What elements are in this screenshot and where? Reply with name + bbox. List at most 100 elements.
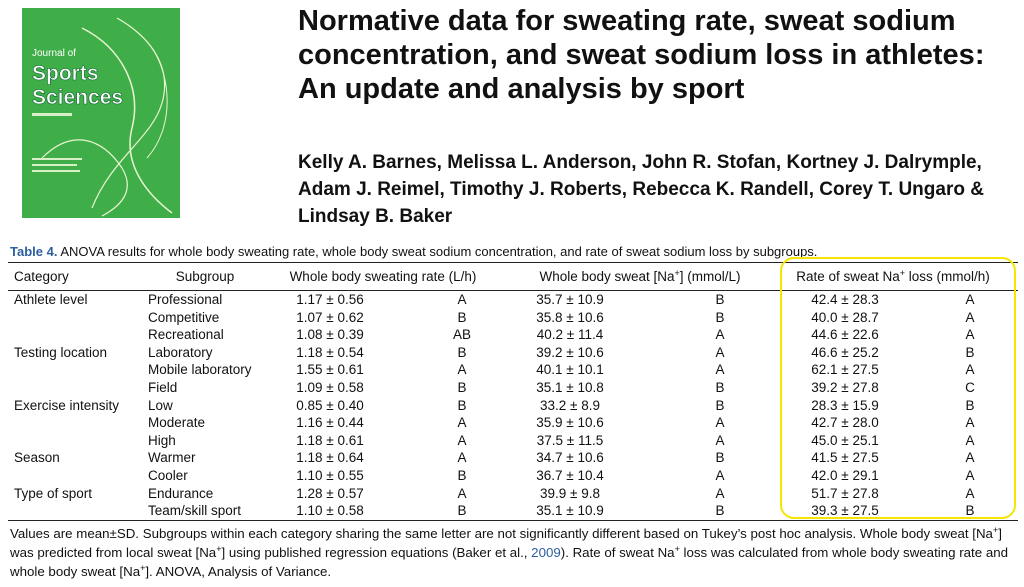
sweat-rate: 1.18 ± 0.64 (296, 450, 364, 466)
letter: A (715, 485, 725, 501)
sodium-conc: 40.1 ± 10.1 (536, 362, 604, 378)
sodium-conc: 35.8 ± 10.6 (536, 309, 604, 325)
sodium-loss: 46.6 ± 25.2 (811, 344, 879, 360)
sodium-conc: 33.2 ± 8.9 (540, 397, 600, 413)
subgroup: Professional (148, 292, 223, 307)
rule (8, 290, 1018, 291)
letter: A (965, 327, 975, 343)
subgroup: High (148, 432, 176, 448)
letter: A (965, 309, 975, 325)
sodium-loss: 62.1 ± 27.5 (811, 362, 879, 378)
subgroup: Cooler (148, 468, 188, 483)
sodium-loss: 51.7 ± 27.8 (811, 485, 879, 501)
caption-text: ANOVA results for whole body sweating ra… (60, 244, 818, 259)
header-text: Rate of sweat Na (796, 269, 900, 284)
sodium-loss: 39.2 ± 27.8 (811, 380, 879, 395)
header-text: loss (mmol/h) (905, 269, 990, 284)
table-label: Table 4. (10, 244, 58, 259)
letter: A (715, 344, 725, 360)
note-text: loss was calculated from whole body swea… (10, 545, 1009, 579)
rule (8, 262, 1018, 263)
subgroup: Endurance (148, 485, 214, 501)
table-caption: Table 4. ANOVA results for whole body sw… (10, 243, 817, 260)
note-text: ). Rate of sweat Na (560, 545, 675, 560)
column-header: Subgroup (176, 268, 235, 285)
superscript: + (674, 544, 680, 554)
title-line: concentration, and sweat sodium loss in … (298, 39, 985, 71)
subgroup: Laboratory (148, 344, 213, 360)
letter: B (965, 503, 975, 519)
rule (8, 520, 1018, 521)
sweat-rate: 1.08 ± 0.39 (296, 327, 364, 343)
title-line: An update and analysis by sport (298, 73, 745, 105)
sodium-loss: 39.3 ± 27.5 (811, 503, 879, 519)
category: Exercise intensity (14, 397, 120, 413)
letter: A (965, 485, 975, 501)
letter: B (715, 503, 725, 519)
letter: A (457, 415, 467, 431)
sweat-rate: 1.09 ± 0.58 (296, 380, 364, 395)
subgroup: Team/skill sport (148, 503, 242, 519)
sodium-loss: 42.7 ± 28.0 (811, 415, 879, 431)
note-text: ]. ANOVA, Analysis of Variance. (145, 564, 332, 579)
letter: A (965, 450, 975, 466)
sodium-loss: 45.0 ± 25.1 (811, 432, 879, 448)
subgroup: Low (148, 397, 173, 413)
letter: A (457, 432, 467, 448)
letter: B (457, 309, 467, 325)
sodium-conc: 40.2 ± 11.4 (536, 327, 604, 343)
sodium-loss: 42.0 ± 29.1 (811, 468, 879, 483)
sodium-loss: 44.6 ± 22.6 (811, 327, 879, 343)
sweat-rate: 1.55 ± 0.61 (296, 362, 364, 378)
sodium-loss: 28.3 ± 15.9 (811, 397, 879, 413)
letter: B (715, 450, 725, 466)
author-line: Lindsay B. Baker (298, 206, 453, 227)
letter: A (715, 362, 725, 378)
note-text: Values are mean±SD. Subgroups within eac… (10, 526, 993, 541)
header-text: Category (14, 269, 69, 284)
letter: B (457, 397, 467, 413)
header-text: Whole body sweating rate (L/h) (289, 269, 477, 284)
header-text: ] (mmol/L) (679, 269, 741, 284)
superscript: + (899, 268, 906, 278)
sodium-conc: 36.7 ± 10.4 (536, 468, 604, 483)
superscript: + (216, 544, 222, 554)
letter: A (715, 415, 725, 431)
subgroup: Competitive (148, 309, 220, 325)
column-header: Whole body sweat [Na+] (mmol/L) (539, 268, 740, 285)
header-text: Whole body sweat [Na (539, 269, 675, 284)
subgroup: Recreational (148, 327, 224, 343)
subgroup: Mobile laboratory (148, 362, 252, 378)
sodium-conc: 37.5 ± 11.5 (536, 432, 604, 448)
letter: C (965, 380, 975, 395)
letter: A (965, 432, 975, 448)
category: Season (14, 450, 60, 466)
author-line: Adam J. Reimel, Timothy J. Roberts, Rebe… (298, 179, 984, 200)
sweat-rate: 0.85 ± 0.40 (296, 397, 364, 413)
category: Testing location (14, 344, 108, 360)
note-text: ] using published regression equations (… (221, 545, 532, 560)
sweat-rate: 1.16 ± 0.44 (296, 415, 364, 431)
journal-cover: Journal of Sports Sciences (22, 8, 180, 218)
sodium-conc: 35.1 ± 10.9 (536, 503, 604, 519)
letter: A (965, 415, 975, 431)
letter: A (457, 362, 467, 378)
note-text: ] was predicted from local sweat [Na (10, 526, 1002, 560)
sodium-loss: 42.4 ± 28.3 (811, 292, 879, 307)
sweat-rate: 1.17 ± 0.56 (296, 292, 364, 307)
letter: B (457, 344, 467, 360)
letter: B (715, 309, 725, 325)
column-header: Category (14, 268, 69, 285)
letter: A (965, 468, 975, 483)
letter: A (457, 292, 467, 307)
citation-link: 2009 (531, 545, 561, 560)
letter: B (457, 468, 467, 483)
category: Athlete level (14, 292, 88, 307)
author-line: Kelly A. Barnes, Melissa L. Anderson, Jo… (298, 152, 982, 173)
column-header: Whole body sweating rate (L/h) (290, 268, 477, 285)
letter: A (715, 327, 725, 343)
letter: B (715, 292, 725, 307)
sweat-rate: 1.10 ± 0.58 (296, 503, 364, 519)
letter: A (457, 485, 467, 501)
